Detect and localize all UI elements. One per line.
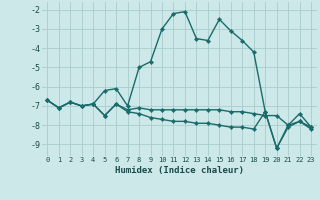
X-axis label: Humidex (Indice chaleur): Humidex (Indice chaleur) (115, 166, 244, 175)
